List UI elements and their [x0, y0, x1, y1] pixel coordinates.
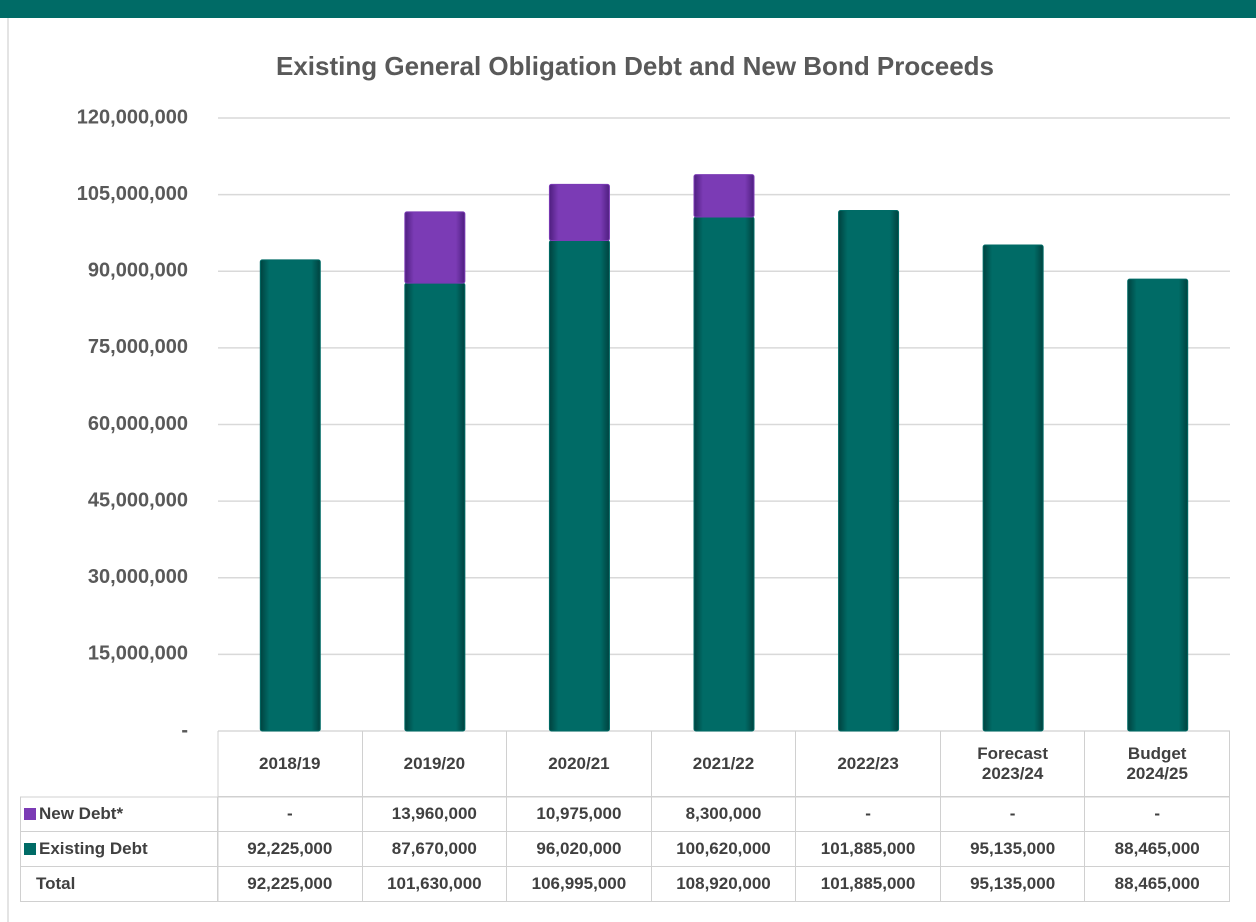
table-value: 92,225,000: [218, 832, 363, 867]
bar: [548, 183, 610, 241]
category-header: 2018/19: [218, 731, 363, 797]
table-value: 88,465,000: [1085, 867, 1230, 902]
cell-text: 106,995,000: [531, 874, 627, 893]
row-label: Existing Debt: [20, 832, 218, 867]
bar: [404, 282, 466, 732]
category-header: 2022/23: [796, 731, 941, 797]
cell-text: 101,885,000: [820, 874, 916, 893]
y-tick-label: 60,000,000: [88, 413, 188, 435]
table-value: 108,920,000: [651, 867, 797, 902]
table-value: 88,465,000: [1085, 832, 1230, 867]
cell-text: -: [1009, 804, 1016, 823]
table-value: 101,885,000: [796, 832, 941, 867]
table-value: 101,630,000: [362, 867, 508, 902]
table-value: 87,670,000: [362, 832, 508, 867]
bar: [693, 216, 755, 732]
cell-text: 96,020,000: [536, 839, 622, 858]
legend-label: Existing Debt: [39, 839, 148, 858]
cell-text: 13,960,000: [391, 804, 477, 823]
cell-text: -: [1154, 804, 1161, 823]
cell-text: 88,465,000: [1114, 874, 1200, 893]
cell-text: 10,975,000: [536, 804, 622, 823]
table-value: 96,020,000: [507, 832, 652, 867]
data-table: [20, 797, 219, 902]
bar: [838, 210, 900, 732]
cell-text: 87,670,000: [391, 839, 477, 858]
y-tick-label: 120,000,000: [77, 106, 188, 128]
bar: [548, 239, 610, 732]
cell-text: Budget 2024/25: [1126, 743, 1188, 783]
cell-text: 101,630,000: [387, 874, 482, 893]
legend-label: Total: [36, 874, 76, 893]
bar: [1127, 278, 1189, 732]
cell-text: 95,135,000: [970, 874, 1056, 893]
table-value: 106,995,000: [507, 867, 652, 902]
table-value: 95,135,000: [940, 867, 1086, 902]
cell-text: 95,135,000: [970, 839, 1056, 858]
y-tick-label: 15,000,000: [88, 643, 188, 665]
category-header: Budget 2024/25: [1085, 731, 1230, 797]
legend-key: [24, 808, 36, 820]
bar: [259, 259, 321, 732]
cell-text: 92,225,000: [247, 839, 333, 858]
table-value: -: [796, 797, 941, 832]
chart-title: Existing General Obligation Debt and New…: [276, 51, 994, 81]
cell-text: -: [286, 804, 293, 823]
category-header: 2020/21: [507, 731, 652, 797]
cell-text: 100,620,000: [676, 839, 771, 858]
table-value: 95,135,000: [940, 832, 1086, 867]
row-label: Total: [20, 867, 218, 902]
y-tick-label: -: [181, 719, 188, 741]
cell-text: 108,920,000: [676, 874, 771, 893]
category-header: 2019/20: [362, 731, 508, 797]
table-value: 13,960,000: [362, 797, 508, 832]
category-header: Forecast 2023/24: [940, 731, 1086, 797]
cell-text: 2020/21: [548, 753, 610, 773]
cell-text: 8,300,000: [685, 804, 762, 823]
cell-text: 2021/22: [692, 753, 755, 773]
y-tick-label: 45,000,000: [88, 489, 188, 511]
cell-text: Forecast 2023/24: [977, 743, 1049, 783]
y-tick-label: 105,000,000: [77, 183, 188, 205]
cell-text: 2019/20: [403, 753, 466, 773]
legend-key: [24, 843, 36, 855]
cell-text: 2022/23: [837, 753, 899, 773]
category-header: 2021/22: [651, 731, 797, 797]
table-value: -: [940, 797, 1086, 832]
table-value: 92,225,000: [218, 867, 363, 902]
bar: [404, 211, 466, 284]
cell-text: 2018/19: [259, 753, 321, 773]
table-value: 8,300,000: [651, 797, 797, 832]
table-value: 101,885,000: [796, 867, 941, 902]
y-tick-label: 90,000,000: [88, 260, 188, 282]
bar: [693, 174, 755, 218]
table-value: 10,975,000: [507, 797, 652, 832]
table-value: 100,620,000: [651, 832, 797, 867]
table-value: -: [218, 797, 363, 832]
y-tick-label: 75,000,000: [88, 336, 188, 358]
cell-text: -: [865, 804, 871, 823]
row-label: New Debt*: [20, 797, 218, 832]
cell-text: 101,885,000: [820, 839, 916, 858]
legend-label: New Debt*: [39, 804, 124, 823]
cell-text: 88,465,000: [1114, 839, 1200, 858]
header-band: [0, 0, 1256, 18]
bar: [982, 244, 1044, 732]
y-tick-label: 30,000,000: [88, 566, 188, 588]
cell-text: 92,225,000: [247, 874, 333, 893]
table-value: -: [1085, 797, 1230, 832]
